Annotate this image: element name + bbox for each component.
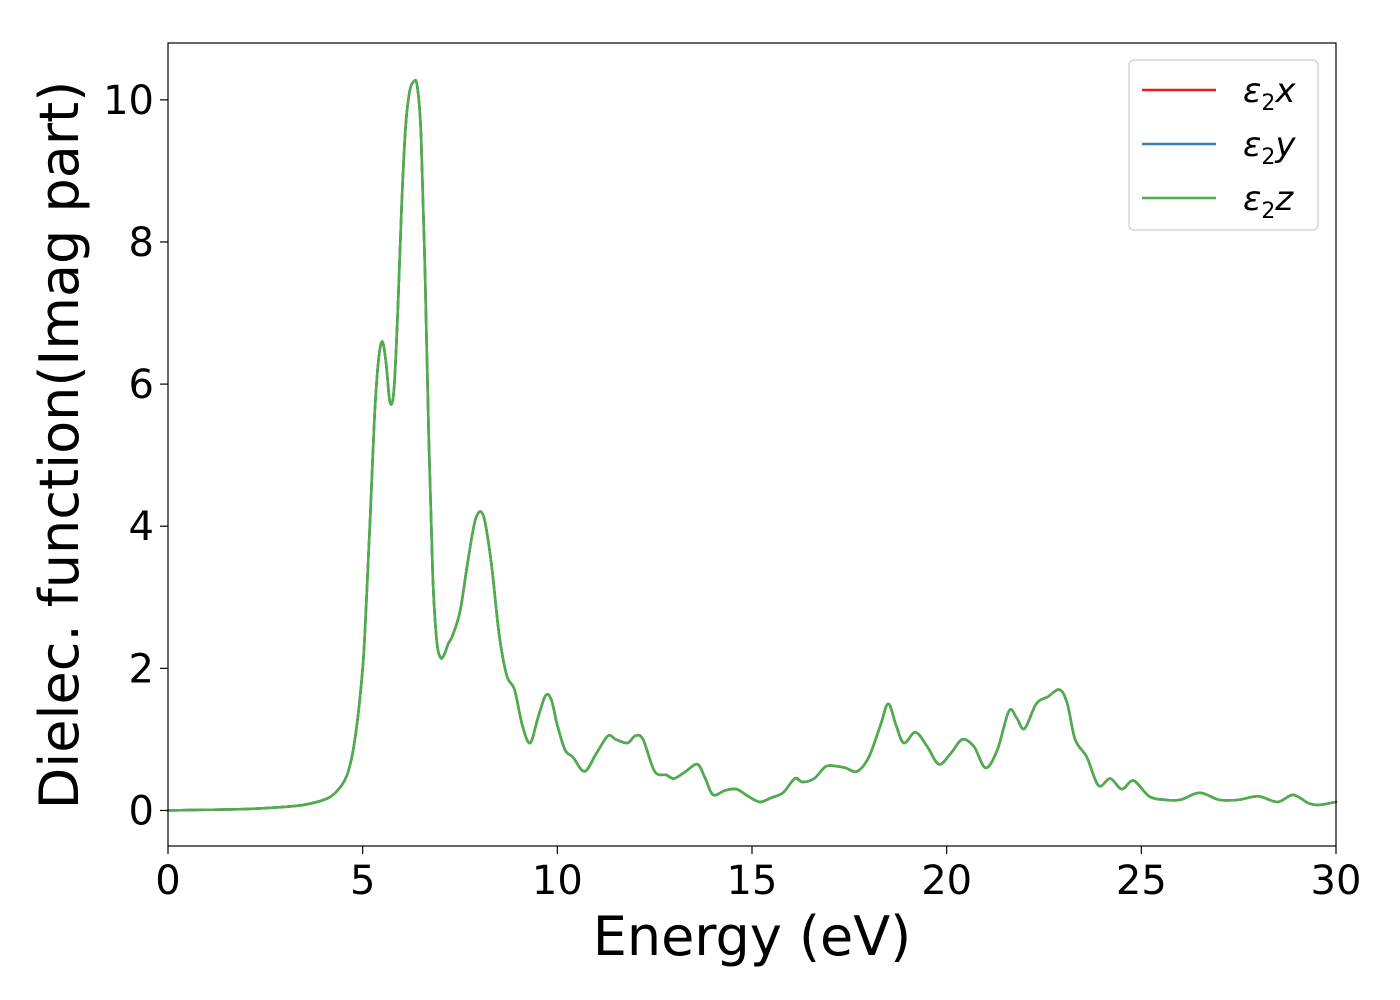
x-tick-label: 20 [921, 858, 972, 904]
x-tick-label: 15 [727, 858, 778, 904]
y-tick-label: 10 [103, 78, 154, 124]
x-tick-label: 0 [155, 858, 180, 904]
legend-label-x: ε2x [1243, 71, 1296, 116]
legend: ε2x ε2y ε2z [1128, 59, 1319, 231]
y-axis-label: Dielec. function(Imag part) [28, 81, 91, 810]
series-layer [166, 78, 1338, 812]
legend-box [1128, 59, 1319, 231]
y-tick-label: 2 [129, 646, 154, 692]
x-tick-label: 25 [1116, 858, 1167, 904]
x-axis-ticks: 0 5 10 15 20 25 30 [155, 846, 1361, 904]
x-tick-label: 30 [1311, 858, 1362, 904]
legend-label-y: ε2y [1243, 125, 1296, 170]
x-tick-label: 5 [350, 858, 375, 904]
x-axis-label: Energy (eV) [593, 905, 912, 968]
y-tick-label: 0 [129, 788, 154, 834]
x-tick-label: 10 [532, 858, 583, 904]
y-tick-label: 4 [129, 504, 154, 550]
series-line-z [166, 78, 1338, 812]
y-tick-label: 8 [129, 220, 154, 266]
y-axis-ticks: 0 2 4 6 8 10 [103, 78, 168, 834]
y-tick-label: 6 [129, 362, 154, 408]
legend-label-z: ε2z [1243, 179, 1294, 224]
